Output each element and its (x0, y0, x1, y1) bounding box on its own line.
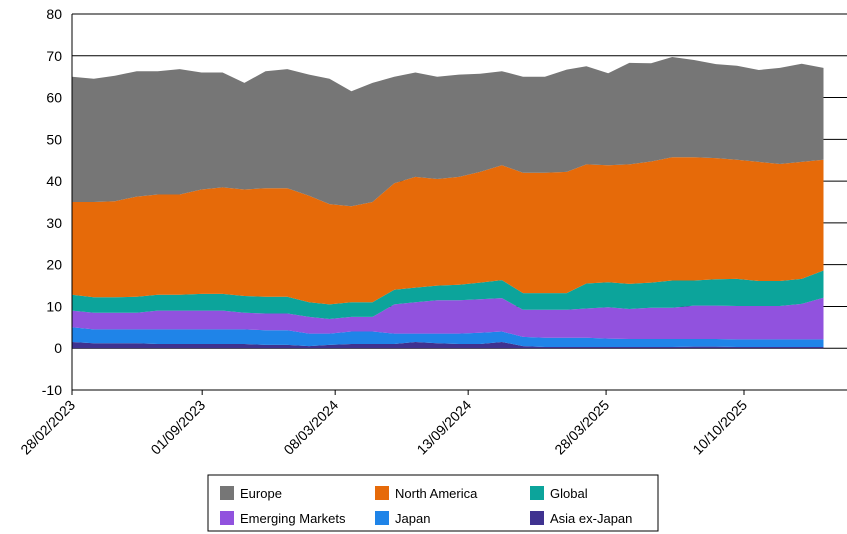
legend-label-north-america: North America (395, 486, 478, 501)
y-tick-label: 10 (46, 298, 62, 314)
area-north-america (72, 157, 824, 305)
legend-swatch-europe (220, 486, 234, 500)
y-tick-label: 40 (46, 173, 62, 189)
x-tick-label: 28/02/2023 (17, 397, 78, 458)
x-tick-label: 01/09/2023 (147, 397, 208, 458)
y-tick-label: 60 (46, 90, 62, 106)
legend-swatch-north-america (375, 486, 389, 500)
y-tick-label: 70 (46, 48, 62, 64)
legend-label-europe: Europe (240, 486, 282, 501)
legend-label-global: Global (550, 486, 588, 501)
area-global (72, 270, 824, 319)
area-europe (72, 57, 824, 207)
area-emerging-markets (72, 297, 824, 340)
y-tick-label: 50 (46, 131, 62, 147)
legend-label-emerging-markets: Emerging Markets (240, 511, 346, 526)
y-tick-label: -10 (42, 382, 62, 398)
y-tick-label: 20 (46, 257, 62, 273)
legend-swatch-emerging-markets (220, 511, 234, 525)
legend-label-japan: Japan (395, 511, 430, 526)
legend-box (207, 474, 659, 532)
area-japan (72, 327, 824, 347)
legend-swatch-asia-ex-japan (530, 511, 544, 525)
x-tick-label: 28/03/2025 (551, 397, 612, 458)
area-asia-ex-japan (72, 342, 824, 349)
x-tick-label: 08/03/2024 (280, 397, 341, 458)
y-tick-label: 30 (46, 215, 62, 231)
x-tick-label: 10/10/2025 (689, 397, 750, 458)
y-tick-label: 80 (46, 6, 62, 22)
y-tick-label: 0 (54, 340, 62, 356)
area-series-group (72, 57, 824, 349)
legend-swatch-japan (375, 511, 389, 525)
legend-swatch-global (530, 486, 544, 500)
x-tick-label: 13/09/2024 (413, 397, 474, 458)
legend-label-asia-ex-japan: Asia ex-Japan (550, 511, 632, 526)
legend: Europe North America Global Emerging Market… (207, 474, 659, 532)
